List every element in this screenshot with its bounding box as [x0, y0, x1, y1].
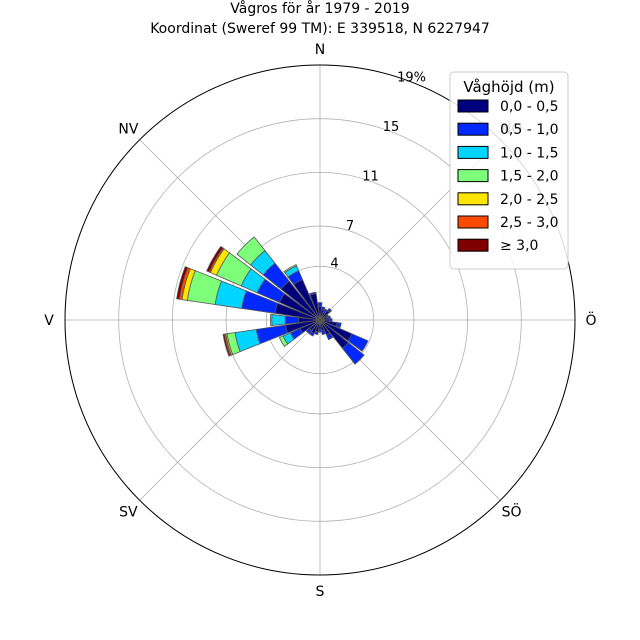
rose-bar-segment [341, 341, 365, 365]
legend-swatch [457, 145, 489, 159]
legend-swatch [457, 192, 489, 206]
rose-bar-segment [176, 266, 189, 300]
direction-label: SÖ [502, 503, 522, 521]
rose-bar-segment [309, 331, 315, 337]
direction-label: S [316, 584, 325, 600]
rose-bar-segment [321, 306, 326, 311]
rose-bar-segment [328, 318, 333, 322]
legend-label: 0,0 - 0,5 [500, 99, 558, 115]
legend-label: 2,0 - 2,5 [500, 192, 558, 208]
angular-gridline [139, 319, 321, 501]
legend: Våghöjd (m) 0,0 - 0,5 0,5 - 1,0 1,0 - 1,5 1… [449, 71, 569, 270]
direction-label: N [315, 42, 325, 58]
chart-title-line2: Koordinat (Sweref 99 TM): E 339518, N 62… [150, 21, 490, 37]
legend-label: ≥ 3,0 [500, 238, 538, 254]
radial-tick-label: 15 [383, 120, 400, 135]
rose-bar-segment [305, 327, 313, 335]
radial-tick-label: 11 [362, 170, 379, 185]
direction-label: SV [119, 505, 138, 521]
direction-label: V [44, 313, 54, 329]
legend-swatch [457, 122, 489, 136]
rose-bars [64, 64, 576, 576]
rose-bar-segment [321, 329, 326, 336]
radial-tick-label: 7 [346, 219, 354, 234]
legend-label: 1,5 - 2,0 [500, 169, 558, 185]
radial-tick-label: 19% [397, 70, 426, 85]
rose-bar-segment [335, 322, 342, 329]
rose-bar-segment [325, 332, 334, 341]
rose-bar-segment [326, 307, 333, 314]
legend-swatch [457, 99, 489, 113]
direction-label: Ö [585, 311, 596, 329]
legend-swatch [457, 215, 489, 229]
direction-label: NV [118, 121, 138, 137]
rose-bar-segment [317, 302, 323, 308]
rose-bar-segment [206, 245, 224, 273]
rose-bar-segment [278, 335, 289, 347]
rose-bar-segment [283, 264, 298, 274]
rose-bar-segment [269, 313, 273, 327]
rose-bar-segment [284, 315, 300, 325]
legend-title: Våghöjd (m) [463, 78, 554, 96]
rose-bar-segment [236, 236, 266, 266]
rose-bar-segment [271, 314, 286, 326]
legend-label: 1,0 - 1,5 [500, 145, 558, 161]
legend-label: 2,5 - 3,0 [500, 215, 558, 231]
rose-bar-segment [222, 333, 231, 357]
rose-bar-segment [326, 315, 332, 320]
legend-swatch [457, 169, 489, 183]
rose-bar-segment [347, 333, 369, 352]
chart-title-line1: Vågros för år 1979 - 2019 [230, 0, 409, 17]
rose-bar-segment [314, 330, 319, 336]
legend-label: 0,5 - 1,0 [500, 122, 558, 138]
rose-bar-segment [318, 328, 322, 333]
rose-bar-segment [309, 291, 317, 296]
polar-frame [64, 64, 576, 576]
radial-tick-label: 4 [330, 256, 338, 271]
legend-swatch [457, 238, 489, 252]
